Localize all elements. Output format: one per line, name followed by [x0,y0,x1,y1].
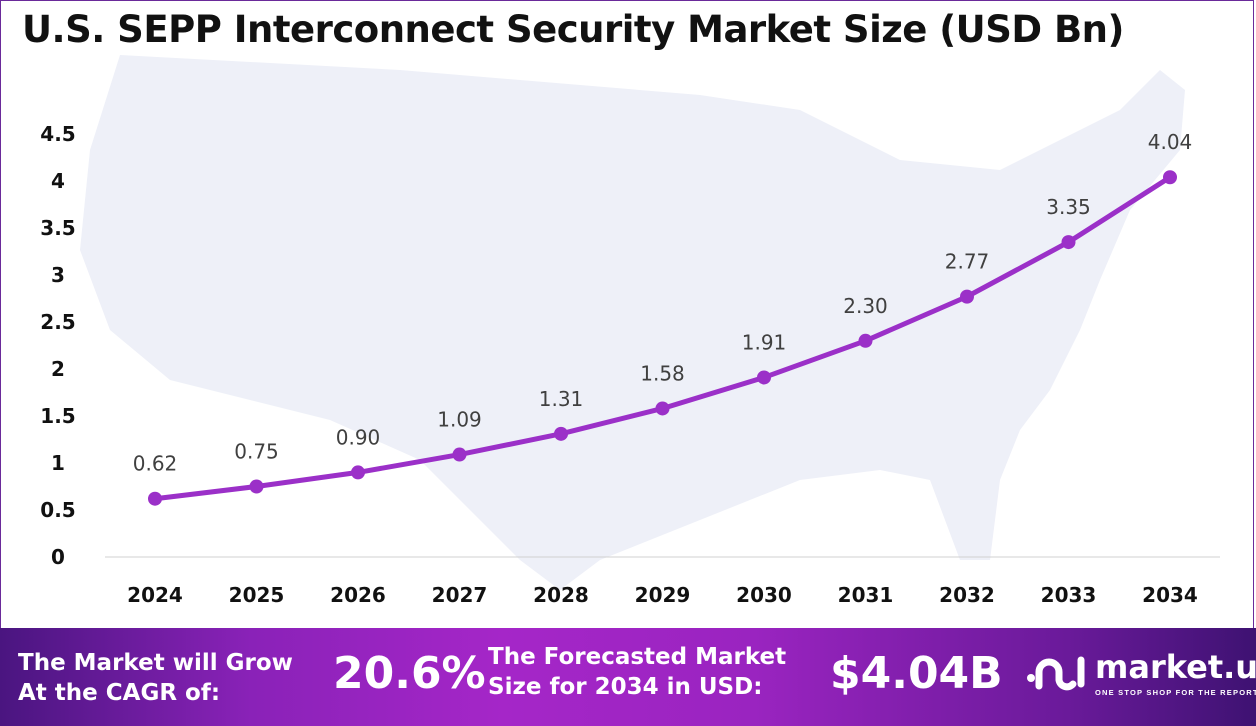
market-us-logo: market.us ONE STOP SHOP FOR THE REPORTS [1025,648,1256,703]
data-point [655,401,670,416]
data-point [452,447,467,462]
y-tick-label: 1 [51,451,65,475]
x-tick-label: 2027 [432,583,488,607]
x-tick-label: 2033 [1041,583,1097,607]
x-tick-label: 2031 [838,583,894,607]
data-label: 2.30 [843,294,888,318]
cagr-value: 20.6% [333,648,486,699]
data-point [858,333,873,348]
y-tick-label: 2.5 [40,310,75,334]
data-point [148,491,162,506]
data-label: 2.77 [945,250,990,274]
forecast-label-line2: Size for 2034 in USD: [488,674,763,700]
x-tick-label: 2034 [1142,583,1198,607]
x-tick-label: 2030 [736,583,792,607]
y-tick-label: 0.5 [40,498,75,522]
data-label: 0.90 [336,425,381,449]
y-tick-label: 4 [51,169,65,193]
x-tick-label: 2028 [533,583,589,607]
data-label: 1.09 [437,408,482,432]
cagr-label-line2: At the CAGR of: [18,680,221,706]
data-label: 0.62 [133,452,178,476]
cagr-label-line1: The Market will Grow [18,650,293,676]
data-point [960,289,974,304]
data-point [757,370,771,385]
data-point [1163,170,1177,185]
line-chart: 0 0.5 1 1.5 2 2.5 3 3.5 4 4.5 2024 2025 2026 2027 2028… [40,55,1220,607]
brand-tagline: ONE STOP SHOP FOR THE REPORTS [1095,688,1256,697]
data-point [1061,235,1076,250]
x-tick-label: 2029 [635,583,691,607]
x-tick-label: 2026 [330,583,386,607]
data-point [249,479,264,494]
brand-name: market.us [1095,648,1256,686]
y-tick-label: 3.5 [40,216,75,240]
x-tick-label: 2025 [229,583,285,607]
forecast-label-line1: The Forecasted Market [488,644,787,670]
data-label: 3.35 [1046,195,1091,219]
y-tick-label: 0 [51,545,65,569]
forecast-value: $4.04B [830,648,1003,699]
chart-title: U.S. SEPP Interconnect Security Market S… [22,8,1124,51]
y-tick-label: 3 [51,263,65,287]
data-label: 4.04 [1148,130,1193,154]
data-label: 1.91 [742,330,787,354]
data-point [554,426,568,441]
data-label: 1.58 [640,361,685,385]
y-tick-label: 4.5 [40,122,75,146]
data-label: 0.75 [234,440,279,464]
x-tick-label: 2032 [939,583,995,607]
us-map-background [80,55,1185,590]
y-tick-label: 1.5 [40,404,75,428]
data-label: 1.31 [539,387,584,411]
market-us-logo-icon [1027,656,1085,691]
footer-banner: The Market will Grow At the CAGR of: 20.… [0,628,1256,726]
data-point [351,465,365,480]
y-tick-label: 2 [51,357,65,381]
x-tick-label: 2024 [127,583,183,607]
chart-frame [0,0,1254,628]
